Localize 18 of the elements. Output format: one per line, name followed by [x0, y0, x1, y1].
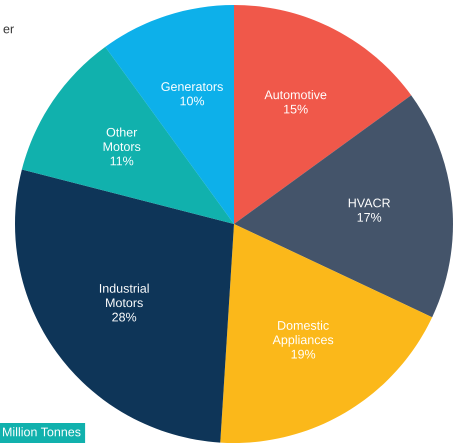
- data-label: 19%: [292, 350, 316, 359]
- pie-slice: [220, 224, 432, 443]
- pie-slice: [234, 5, 412, 224]
- data-label: 15%: [284, 104, 308, 114]
- text: er: [4, 26, 14, 34]
- data-label: 17%: [358, 212, 382, 222]
- slice-label: Generators: [161, 82, 223, 92]
- data-label: 28%: [112, 312, 136, 322]
- slice-label: Industrial Motors: [100, 284, 149, 308]
- text: Million Tonnes: [3, 427, 81, 436]
- pie-slice: [105, 5, 234, 224]
- slice-label: Domestic Appliances: [272, 320, 334, 347]
- data-label: 10%: [180, 96, 204, 106]
- slice-label: Other Motors: [104, 127, 140, 152]
- slice-label: HVACR: [348, 198, 390, 208]
- pie-slice: [22, 46, 234, 224]
- data-label: 11%: [110, 156, 134, 166]
- slice-label: Automotive: [264, 90, 326, 100]
